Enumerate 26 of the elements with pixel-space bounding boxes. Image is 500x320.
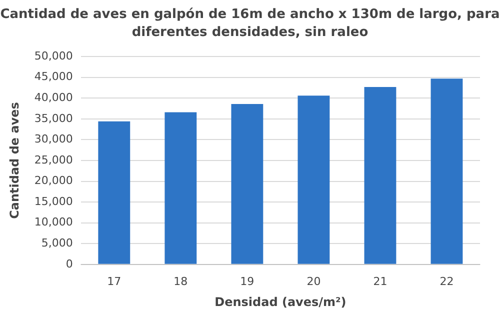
y-tick-label: 35,000: [34, 112, 73, 125]
x-tick-label: 22: [440, 274, 454, 288]
y-axis-title: Cantidad de aves: [7, 102, 22, 219]
bar: [298, 96, 330, 264]
y-tick-label: 15,000: [34, 194, 73, 208]
x-axis-title: Densidad (aves/m²): [214, 294, 346, 309]
y-tick-label: 5,000: [41, 236, 73, 250]
bar: [164, 112, 197, 264]
bar: [430, 78, 463, 264]
y-tick-label: 25,000: [34, 153, 73, 166]
x-tick-label: 19: [240, 274, 254, 288]
bar: [364, 86, 396, 264]
y-tick-label: 20,000: [34, 174, 73, 188]
x-tick-label: 20: [306, 274, 321, 288]
y-tick-label: 45,000: [34, 70, 73, 84]
x-tick-label: 21: [373, 274, 388, 288]
chart-title: Cantidad de aves en galpón de 16m de ancho x 130m de largo, para diferentes densidades, sin raleo: [0, 6, 500, 42]
y-tick-label: 50,000: [34, 49, 73, 62]
x-tick-label: 17: [107, 274, 122, 288]
y-tick-label: 10,000: [34, 216, 73, 229]
y-tick-label: 0: [66, 257, 73, 270]
x-tick-label: 18: [174, 274, 188, 288]
bar: [98, 121, 130, 264]
y-tick-label: 40,000: [34, 91, 73, 104]
bar: [231, 104, 264, 264]
y-tick-label: 30,000: [34, 132, 73, 146]
